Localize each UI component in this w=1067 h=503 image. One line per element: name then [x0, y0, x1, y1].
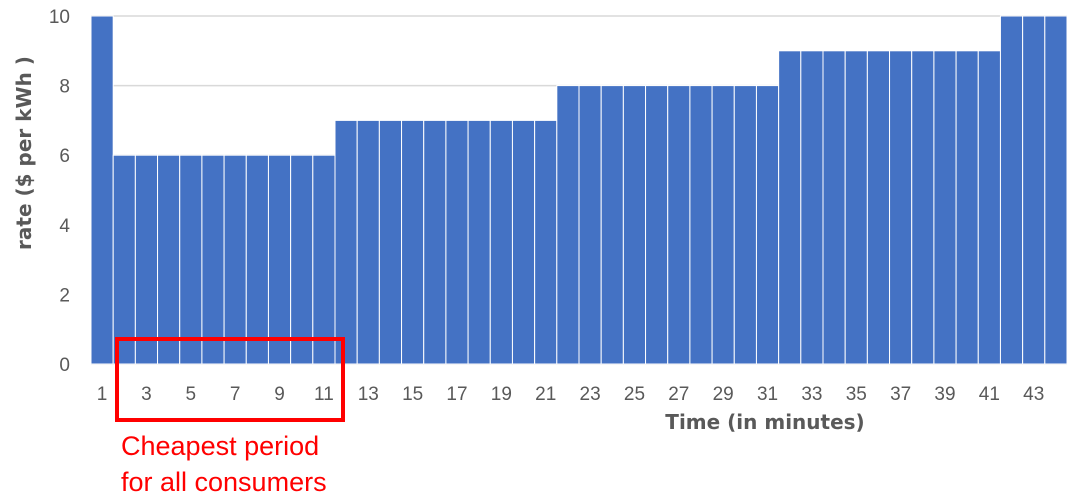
- bar-7: [223, 154, 247, 365]
- x-tick-label: 37: [890, 384, 911, 405]
- y-tick-label: 2: [59, 285, 70, 306]
- y-tick-label: 0: [59, 355, 70, 376]
- bar-22: [556, 85, 580, 365]
- x-tick-label: 43: [1023, 384, 1044, 405]
- y-tick-label: 6: [59, 146, 70, 167]
- cheapest-period-highlight-box: [115, 337, 345, 422]
- x-tick-label: 31: [757, 384, 778, 405]
- bar-20: [511, 119, 536, 365]
- bar-27: [667, 85, 691, 365]
- bar-12: [334, 119, 358, 365]
- annotation-line-2: for all consumers: [121, 467, 327, 497]
- bar-41: [977, 50, 1001, 365]
- bar-28: [689, 85, 713, 365]
- x-tick-label: 41: [979, 384, 1000, 405]
- bar-9: [267, 154, 292, 365]
- bar-13: [356, 119, 380, 365]
- bar-25: [622, 85, 647, 365]
- x-tick-label: 35: [846, 384, 867, 405]
- bar-18: [467, 119, 491, 365]
- bar-29: [711, 85, 735, 365]
- bar-3: [134, 154, 159, 365]
- bar-34: [822, 50, 846, 365]
- bar-38: [911, 50, 935, 365]
- y-axis-title: rate ($ per kWh ): [12, 56, 36, 250]
- bar-40: [955, 50, 979, 365]
- x-tick-label: 29: [713, 384, 734, 405]
- x-tick-label: 7: [230, 384, 241, 405]
- x-tick-label: 39: [934, 384, 955, 405]
- y-tick-label: 4: [59, 216, 70, 237]
- bar-32: [778, 50, 802, 365]
- bar-2: [112, 154, 136, 365]
- bar-10: [290, 154, 314, 365]
- x-tick-label: 13: [358, 384, 379, 405]
- bar-5: [179, 154, 203, 365]
- x-axis-title: Time (in minutes): [665, 410, 864, 434]
- x-tick-label: 33: [801, 384, 822, 405]
- bar-17: [445, 119, 469, 365]
- bar-33: [800, 50, 824, 365]
- bar-11: [312, 154, 336, 365]
- bar-23: [578, 85, 602, 365]
- x-tick-label: 9: [274, 384, 285, 405]
- bar-43: [1022, 15, 1046, 365]
- x-tick-label: 17: [446, 384, 467, 405]
- bar-15: [401, 119, 425, 365]
- y-tick-labels: 0 2 4 6 8 10: [49, 7, 71, 376]
- bar-14: [378, 119, 403, 365]
- x-tick-label: 15: [402, 384, 423, 405]
- bar-35: [844, 50, 868, 365]
- x-tick-label: 3: [141, 384, 152, 405]
- x-tick-label: 5: [186, 384, 197, 405]
- x-tick-label: 23: [580, 384, 601, 405]
- x-tick-label: 25: [624, 384, 645, 405]
- y-tick-label: 10: [49, 7, 70, 28]
- bar-19: [489, 119, 513, 365]
- x-tick-label: 19: [491, 384, 512, 405]
- bar-42: [999, 15, 1024, 365]
- x-tick-label: 11: [314, 384, 334, 405]
- bar-16: [423, 119, 447, 365]
- bar-30: [733, 85, 757, 365]
- bar-44: [1044, 15, 1067, 365]
- x-tick-label: 21: [535, 384, 556, 405]
- x-tick-label: 27: [668, 384, 689, 405]
- annotation-line-1: Cheapest period: [121, 431, 319, 461]
- bar-26: [645, 85, 669, 365]
- bar-36: [866, 50, 891, 365]
- bar-39: [933, 50, 957, 365]
- x-tick-label: 1: [97, 384, 108, 405]
- bar-8: [245, 154, 269, 365]
- y-tick-label: 8: [59, 77, 70, 98]
- x-tick-labels: 1 3 5 7 9 11 13 15 17 19 21 23 25 27 29 31 33 35 37 39 41 43: [97, 384, 1044, 405]
- bar-24: [600, 85, 624, 365]
- bar-4: [157, 154, 181, 365]
- bar-37: [889, 50, 913, 365]
- bar-21: [534, 119, 558, 365]
- bar-6: [201, 154, 225, 365]
- bar-31: [755, 85, 780, 365]
- bar-1: [90, 15, 114, 365]
- bars: [90, 15, 1067, 365]
